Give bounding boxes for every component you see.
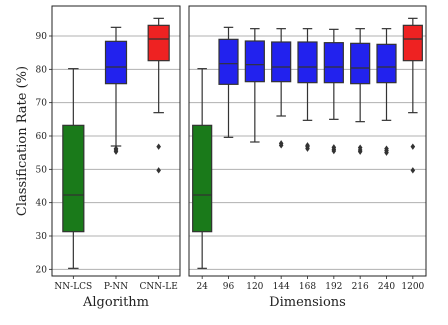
x-tick-label: 216 — [352, 282, 369, 292]
x-tick-label: 24 — [196, 282, 208, 292]
y-tick-label: 50 — [36, 165, 48, 175]
outlier-point — [384, 145, 389, 152]
outlier-point — [410, 167, 416, 174]
box-144 — [271, 28, 292, 149]
box-body — [147, 24, 170, 62]
y-tick-label: 70 — [36, 99, 48, 109]
box-body — [271, 41, 292, 83]
x-tick-label: 240 — [378, 282, 395, 292]
outlier-point — [357, 144, 363, 151]
outlier-point — [113, 145, 119, 152]
box-body — [218, 38, 239, 85]
box-body — [350, 42, 371, 85]
y-tick-label: 20 — [36, 265, 48, 275]
outlier-point — [156, 143, 161, 150]
panel-1: 20 30 40 50 60 70 80 90 Classification Rate (%) N… — [15, 5, 181, 310]
outlier-point — [278, 140, 284, 147]
y-tick-label: 60 — [36, 132, 48, 142]
x-tick-label: CNN-LE — [140, 282, 178, 292]
x-tick-label: 96 — [223, 282, 235, 292]
x-axis-label: Algorithm — [82, 295, 149, 310]
box-body — [104, 40, 128, 85]
box-96 — [218, 26, 239, 138]
box-216 — [350, 28, 371, 155]
box-240 — [376, 28, 397, 156]
box-body — [323, 42, 344, 84]
x-tick-label: NN-LCS — [54, 282, 92, 292]
x-tick-label: P-NN — [104, 282, 128, 292]
box-168 — [297, 28, 318, 152]
box-1200 — [402, 17, 423, 174]
x-tick-label: 120 — [246, 282, 263, 292]
box-NN-LCS — [62, 68, 85, 269]
box-CNN-LE — [147, 17, 170, 174]
box-body — [402, 24, 423, 62]
box-P-NN — [104, 26, 128, 155]
y-tick-label: 30 — [36, 232, 48, 242]
box-body — [62, 124, 85, 233]
x-tick-label: 192 — [325, 282, 342, 292]
box-body — [192, 124, 213, 233]
x-tick-label: 168 — [299, 282, 316, 292]
y-axis-label: Classification Rate (%) — [15, 66, 30, 216]
box-120 — [244, 28, 265, 143]
y-tick-label: 40 — [36, 199, 48, 209]
box-24 — [192, 68, 213, 269]
y-tick-label: 90 — [36, 32, 48, 42]
box-body — [244, 40, 265, 83]
panel-2: 24 96 120 144 168 192 216 240 1200 Dimensions — [188, 5, 427, 310]
plot-frame — [51, 5, 181, 277]
y-tick-label: 80 — [36, 65, 48, 75]
outlier-point — [331, 144, 337, 151]
x-axis-label: Dimensions — [269, 295, 346, 310]
x-tick-label: 144 — [273, 282, 290, 292]
x-tick-label: 1200 — [401, 282, 424, 292]
box-192 — [323, 28, 344, 155]
box-body — [297, 41, 318, 84]
box-body — [376, 43, 397, 84]
plot-frame — [188, 5, 427, 277]
outlier-point — [156, 167, 161, 174]
outlier-point — [410, 143, 416, 150]
outlier-point — [305, 142, 310, 149]
